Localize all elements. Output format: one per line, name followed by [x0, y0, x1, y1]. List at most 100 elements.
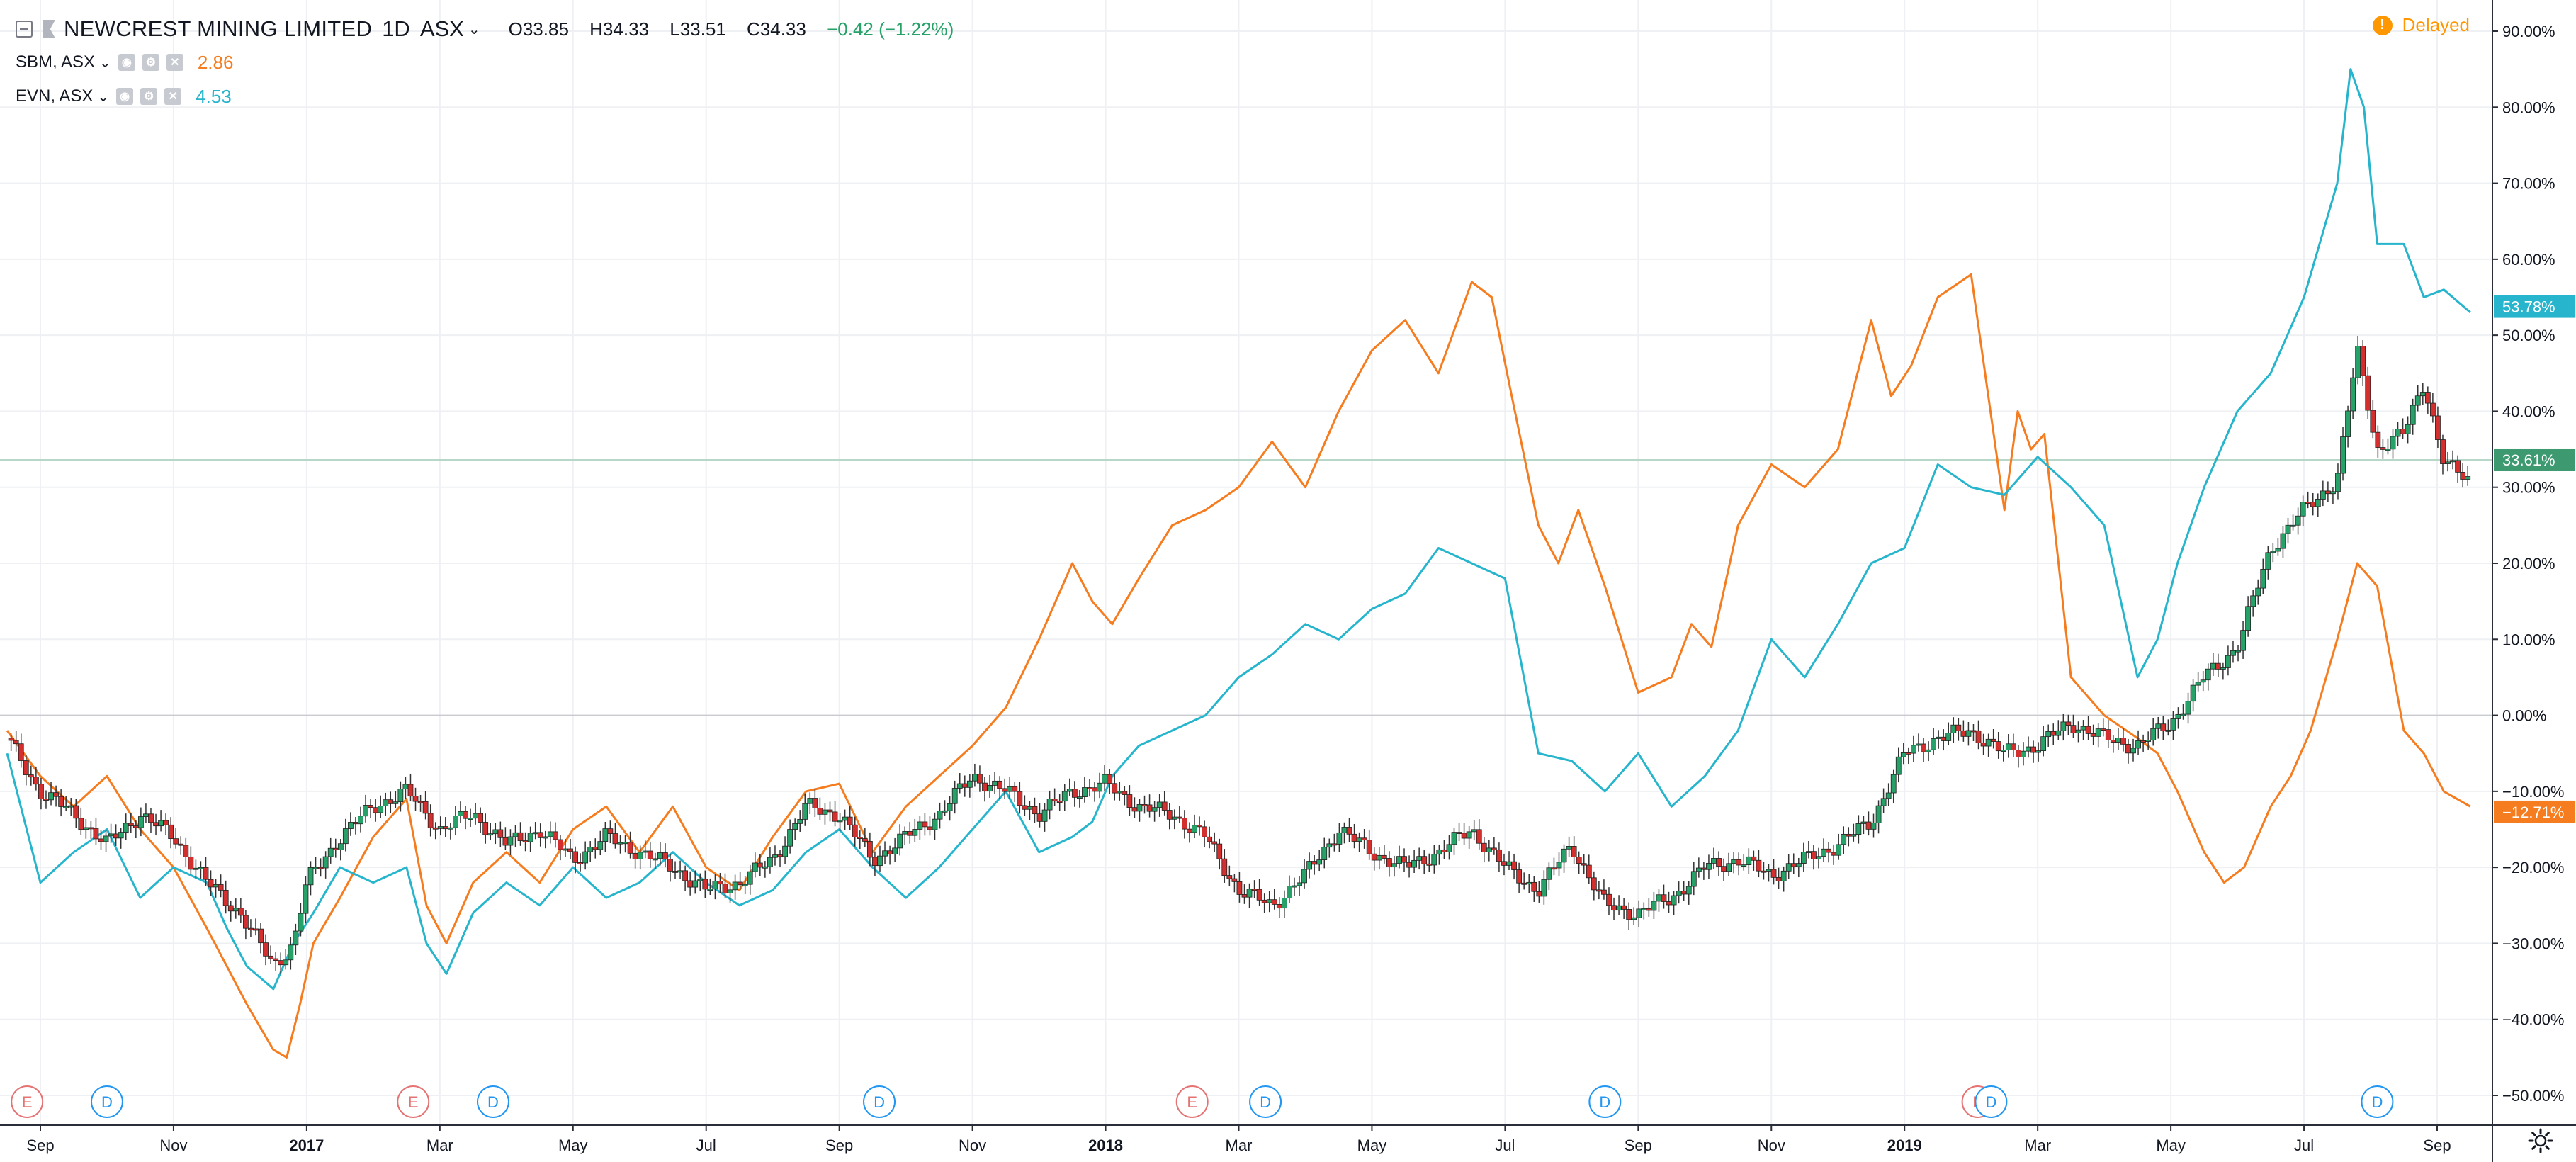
chevron-down-icon[interactable]: ⌄: [99, 55, 111, 71]
candle-body: [1841, 833, 1847, 845]
gear-icon[interactable]: [2526, 1127, 2555, 1155]
candle-body: [1192, 825, 1197, 833]
dividend-marker[interactable]: [1588, 1085, 1622, 1118]
candle-body: [363, 805, 368, 817]
candle-body: [1960, 731, 1967, 737]
y-tick-label: −30.00%: [2502, 935, 2564, 952]
candle-body: [1826, 848, 1831, 853]
candle-body: [368, 805, 373, 808]
close-icon[interactable]: ✕: [166, 54, 183, 71]
dividend-marker[interactable]: [477, 1085, 509, 1118]
visibility-icon[interactable]: ◉: [118, 54, 135, 71]
candle-body: [1880, 798, 1887, 806]
candle-body: [1446, 844, 1452, 852]
earnings-marker[interactable]: [397, 1085, 430, 1118]
candle-body: [2330, 491, 2336, 495]
delayed-label: Delayed: [2402, 14, 2470, 35]
candle-body: [1207, 836, 1213, 842]
candle-body: [2340, 436, 2346, 474]
gear-icon[interactable]: ⚙: [142, 54, 159, 71]
candle-body: [1836, 844, 1842, 856]
overlay-row-evn[interactable]: EVN, ASX ⌄ ◉ ⚙ ✕ 4.53: [16, 79, 969, 113]
candle-body: [13, 740, 19, 745]
candle-body: [2290, 524, 2296, 527]
candle-body: [193, 867, 199, 870]
candle-body: [2400, 429, 2406, 434]
candle-body: [1082, 787, 1088, 798]
main-symbol-name[interactable]: NEWCREST MINING LIMITED: [64, 16, 373, 41]
candle-body: [1531, 881, 1537, 892]
candle-body: [1636, 908, 1642, 918]
candle-body: [1456, 832, 1462, 834]
candle-body: [73, 805, 79, 819]
candle-body: [937, 811, 943, 820]
overlay-symbol-evn[interactable]: EVN, ASX: [16, 86, 94, 106]
candle-body: [647, 850, 653, 859]
dividend-marker[interactable]: [1975, 1085, 2008, 1118]
chevron-down-icon[interactable]: ⌄: [97, 89, 110, 105]
candle-body: [1017, 791, 1023, 806]
candle-body: [1985, 738, 1992, 747]
dividend-marker[interactable]: [2361, 1085, 2394, 1118]
overlay-symbol-sbm[interactable]: SBM, ASX: [16, 52, 96, 72]
y-tick-label: 0.00%: [2502, 707, 2546, 725]
candle-body: [373, 807, 379, 813]
collapse-legend-icon[interactable]: [16, 21, 33, 38]
main-symbol-row[interactable]: NEWCREST MINING LIMITED 1D ASX ⌄ O33.85 …: [16, 13, 969, 45]
candle-body: [18, 743, 24, 761]
candle-body: [1032, 806, 1038, 815]
candle-body: [1122, 791, 1128, 795]
candle-body: [597, 841, 604, 850]
earnings-marker[interactable]: [11, 1085, 44, 1118]
close-icon[interactable]: ✕: [164, 88, 182, 105]
overlay-row-sbm[interactable]: SBM, ASX ⌄ ◉ ⚙ ✕ 2.86: [16, 45, 969, 79]
candle-body: [1726, 863, 1732, 872]
candle-body: [807, 798, 813, 804]
dividend-marker[interactable]: [863, 1085, 896, 1118]
visibility-icon[interactable]: ◉: [116, 88, 134, 105]
candle-body: [53, 792, 59, 797]
flag-icon[interactable]: [43, 20, 55, 38]
candle-body: [2465, 476, 2471, 480]
candle-body: [327, 847, 334, 857]
candles-group: [8, 335, 2471, 975]
candle-body: [1870, 823, 1877, 830]
candle-body: [1361, 837, 1367, 841]
candle-body: [537, 832, 543, 838]
gear-icon[interactable]: ⚙: [140, 88, 158, 105]
candle-body: [2255, 587, 2261, 597]
candle-body: [1741, 864, 1747, 867]
earnings-marker[interactable]: [1175, 1085, 1209, 1118]
candle-body: [2455, 460, 2461, 473]
candle-body: [208, 879, 214, 888]
candle-body: [1736, 859, 1742, 866]
candle-body: [2120, 738, 2126, 745]
candle-body: [1306, 861, 1313, 870]
candle-body: [792, 823, 798, 830]
y-tick-label: −10.00%: [2502, 783, 2564, 801]
candle-body: [447, 827, 453, 830]
candle-body: [667, 859, 673, 872]
candle-body: [298, 913, 304, 932]
interval-label[interactable]: 1D: [382, 16, 410, 41]
candle-body: [317, 867, 324, 869]
dividend-marker[interactable]: [1249, 1085, 1282, 1118]
candle-body: [757, 862, 763, 868]
candle-body: [1616, 905, 1622, 911]
delayed-indicator[interactable]: ! Delayed: [2372, 14, 2470, 36]
y-tick-label: 60.00%: [2502, 251, 2555, 269]
dividend-marker[interactable]: [90, 1085, 123, 1118]
exchange-label[interactable]: ASX: [419, 16, 464, 41]
candle-body: [717, 881, 723, 885]
candle-body: [1316, 859, 1323, 865]
chevron-down-icon[interactable]: ⌄: [468, 21, 480, 38]
marker-label: D: [101, 1093, 113, 1111]
candle-body: [1860, 821, 1867, 824]
candle-body: [1571, 846, 1577, 857]
candle-body: [2335, 473, 2341, 492]
y-tick-label: 70.00%: [2502, 175, 2555, 193]
candle-body: [2210, 662, 2216, 670]
candle-body: [68, 805, 74, 808]
candle-body: [842, 816, 848, 821]
